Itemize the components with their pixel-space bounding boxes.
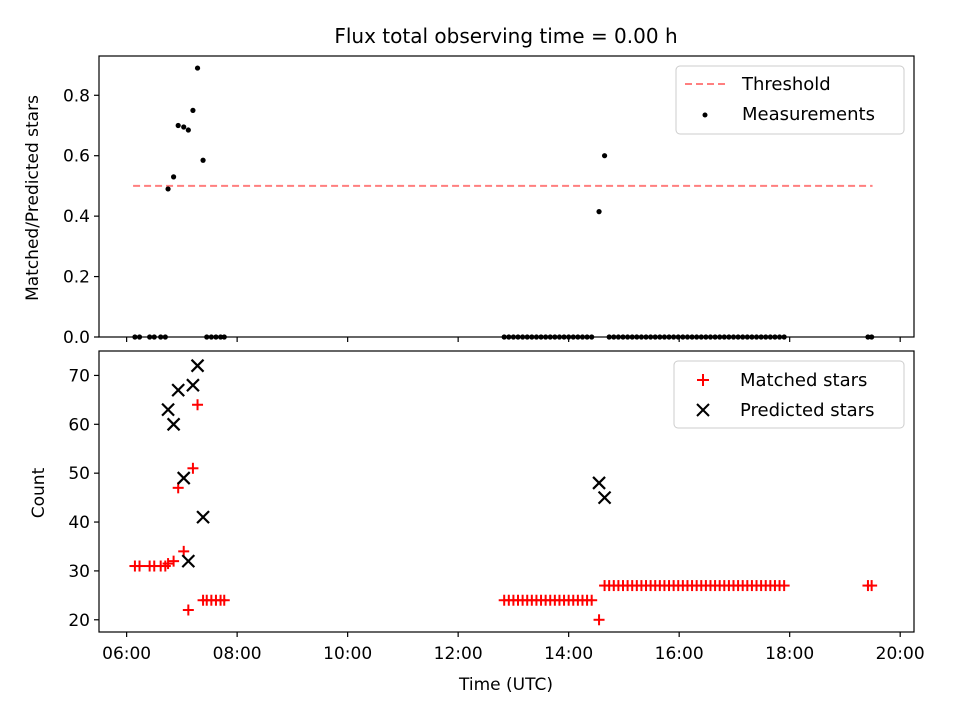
legend-box	[675, 65, 905, 135]
x-tick-label: 12:00	[434, 644, 483, 664]
predicted-star-point	[166, 417, 181, 432]
measurement-point	[190, 107, 196, 113]
legend-measurements-label: Measurements	[742, 104, 875, 125]
matched-star-point	[192, 399, 204, 411]
count-panel: Count Time (UTC) 06:00 08:00 10:00 12:00 14:…	[29, 350, 925, 695]
predicted-star-point	[176, 471, 191, 485]
legend-predicted-label: Predicted stars	[740, 400, 874, 421]
y-axis-label: Matched/Predicted stars	[23, 95, 43, 301]
matched-star-point	[134, 560, 146, 572]
predicted-star-point	[161, 402, 175, 417]
matched-star-point	[187, 462, 199, 474]
measurement-point	[601, 153, 608, 159]
measurement-point	[170, 174, 177, 180]
x-tick-label: 18:00	[765, 644, 814, 664]
plot-area-frame	[98, 350, 915, 633]
predicted-star-point	[190, 358, 205, 373]
x-tick-label: 06:00	[102, 644, 151, 664]
predicted-star-point	[196, 510, 210, 524]
predicted-star-point	[592, 476, 606, 490]
x-tick-label: 08:00	[213, 644, 262, 664]
matched-star-point	[218, 594, 230, 606]
matched-star-point	[778, 580, 790, 592]
legend-predicted-swatch	[696, 403, 710, 417]
legend-box	[673, 360, 905, 429]
x-tick-label: 20:00	[876, 644, 925, 664]
y-tick-label: 0.4	[63, 207, 90, 227]
y-tick-label: 0.6	[63, 147, 90, 167]
measurement-point	[596, 209, 602, 215]
predicted-star-point	[181, 554, 196, 568]
y-tick-label: 50	[68, 464, 90, 484]
matched-star-point	[866, 580, 878, 592]
x-tick-label: 14:00	[544, 644, 593, 664]
measurement-point	[175, 122, 181, 129]
measurement-point	[194, 65, 201, 71]
measurement-point	[181, 124, 187, 130]
chart-title: Flux total observing time = 0.00 h	[334, 24, 677, 48]
legend-measurements-swatch	[702, 112, 708, 118]
y-axis-label: Count	[29, 467, 49, 518]
matched-star-point	[586, 594, 598, 606]
matched-star-point	[593, 614, 605, 626]
predicted-star-point	[186, 378, 200, 392]
matched-star-point	[182, 604, 194, 616]
legend-matched-swatch	[697, 374, 709, 386]
x-axis-label: Time (UTC)	[458, 675, 553, 695]
measurement-point	[185, 127, 191, 133]
matched-star-point	[162, 558, 174, 570]
y-tick-label: 20	[68, 611, 90, 631]
x-tick-label: 10:00	[323, 644, 372, 664]
x-tick-label: 16:00	[655, 644, 704, 664]
y-tick-label: 40	[68, 513, 90, 533]
legend: Matched stars Predicted stars	[673, 360, 905, 429]
matched-star-point	[168, 555, 180, 567]
y-tick-label: 70	[68, 366, 90, 386]
predicted-star-point	[597, 490, 612, 505]
ratio-panel: Flux total observing time = 0.00 h Match…	[23, 24, 915, 348]
predicted-star-point	[171, 383, 185, 397]
legend: Threshold Measurements	[675, 65, 905, 135]
measurement-point	[165, 186, 171, 192]
y-tick-label: 30	[68, 562, 90, 582]
legend-threshold-label: Threshold	[741, 74, 831, 95]
plot-area-frame	[98, 55, 915, 338]
legend-matched-label: Matched stars	[740, 370, 867, 391]
y-tick-label: 60	[68, 415, 90, 435]
y-tick-label: 0.2	[63, 268, 90, 288]
y-tick-label: 0.0	[63, 328, 90, 348]
y-tick-label: 0.8	[63, 86, 90, 106]
measurement-point	[200, 157, 206, 163]
